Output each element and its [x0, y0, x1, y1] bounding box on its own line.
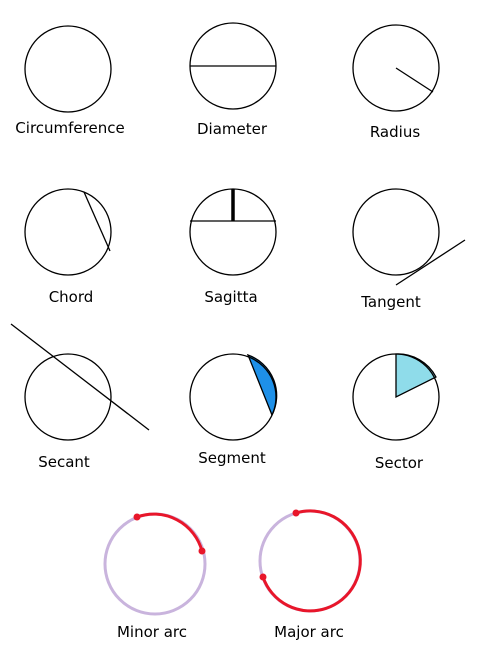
label-sagitta: Sagitta	[204, 288, 257, 306]
panel-sector: Sector	[352, 353, 440, 472]
panel-major-arc: Major arc	[258, 509, 362, 641]
label-tangent: Tangent	[360, 293, 421, 311]
label-diameter: Diameter	[197, 120, 268, 138]
radius-circle	[352, 24, 440, 112]
label-segment: Segment	[198, 449, 266, 467]
label-chord: Chord	[49, 288, 94, 306]
panel-diameter: Diameter	[189, 22, 277, 138]
minor-arc-endpoint-1	[133, 513, 141, 521]
major-arc-endpoint-1	[292, 509, 300, 517]
label-secant: Secant	[38, 453, 90, 471]
chord-circle	[24, 188, 112, 276]
segment-fill	[246, 353, 278, 417]
panel-tangent: Tangent	[352, 188, 466, 311]
panel-segment: Segment	[189, 353, 278, 467]
sector-circle	[352, 353, 440, 441]
panel-circumference: Circumference	[15, 25, 125, 137]
secant-line	[10, 323, 150, 431]
panel-sagitta: Sagitta	[189, 188, 277, 306]
panel-chord: Chord	[24, 188, 112, 306]
label-minor-arc: Minor arc	[117, 623, 187, 641]
label-major-arc: Major arc	[274, 623, 344, 641]
panel-secant: Secant	[10, 323, 150, 471]
label-radius: Radius	[370, 123, 420, 141]
major-arc-highlight	[261, 509, 362, 613]
minor-arc-highlight	[136, 512, 204, 552]
label-circumference: Circumference	[15, 119, 124, 137]
secant-circle	[24, 353, 112, 441]
tangent-circle	[352, 188, 440, 276]
minor-arc-endpoint-2	[198, 547, 206, 555]
radius-line	[395, 67, 434, 93]
panel-minor-arc: Minor arc	[103, 512, 207, 641]
chord-line	[83, 191, 111, 252]
major-arc-endpoint-2	[259, 573, 267, 581]
segment-circle	[189, 353, 277, 441]
panel-radius: Radius	[352, 24, 440, 141]
label-sector: Sector	[375, 454, 424, 472]
circumference-circle	[24, 25, 112, 113]
tangent-line	[395, 239, 466, 286]
sector-fill	[395, 353, 437, 399]
